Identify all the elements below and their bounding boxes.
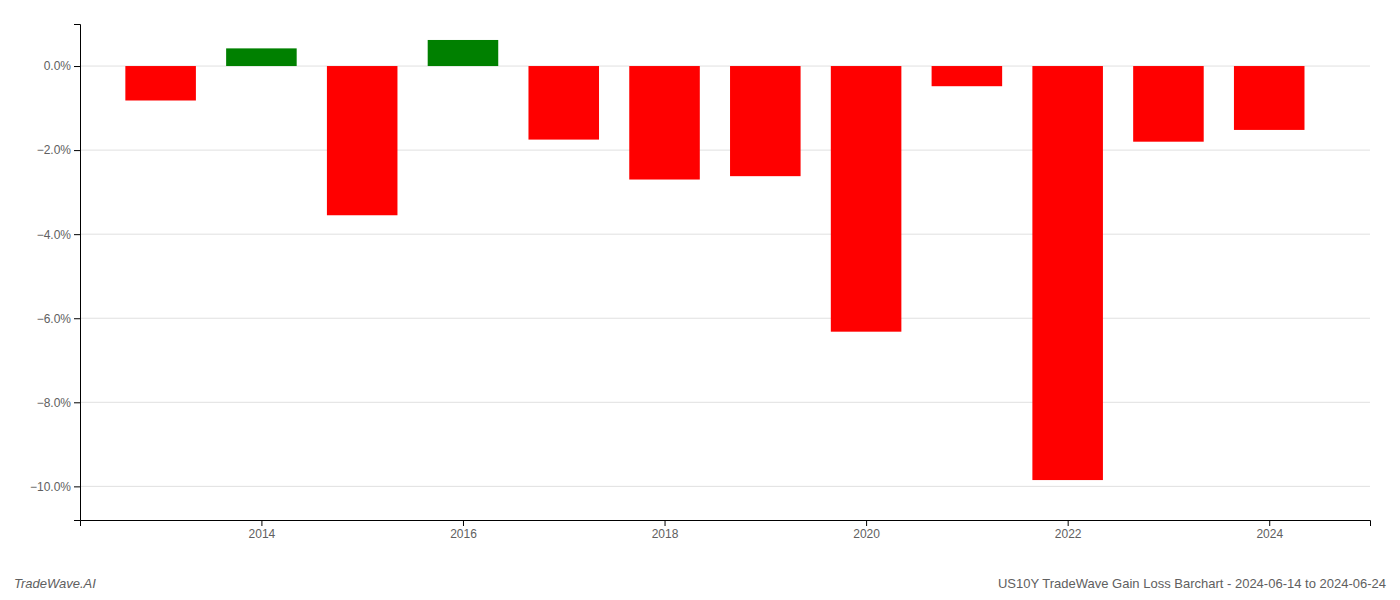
x-tick-mark [1269,520,1270,526]
x-axis: 2014 2016 2018 2020 2022 2024 [81,520,1371,541]
y-tick-label: −4.0% [37,228,72,242]
y-tick: −8.0% [37,396,80,410]
bar [1234,66,1305,130]
y-tick-label: −10.0% [30,480,71,494]
y-tick-mark [74,234,80,235]
x-tick-mark [665,520,666,526]
y-tick: −6.0% [37,312,80,326]
grid-line [80,486,1370,487]
bars [125,40,1304,480]
x-tick-label: 2014 [249,527,276,541]
y-tick-mark [74,486,80,487]
bar [1133,66,1204,142]
bar [932,66,1003,86]
bar [428,40,499,66]
y-axis: 0.0% −2.0% −4.0% −6.0% −8.0% −10.0% [30,25,81,521]
x-tick-mark [1068,520,1069,526]
x-tick: 2016 [450,520,477,541]
x-tick-label: 2016 [450,527,477,541]
x-axis-line [81,521,1371,527]
x-tick-mark [261,520,262,526]
bar [528,66,599,140]
y-tick: −10.0% [30,480,80,494]
grid-line [80,150,1370,151]
x-tick-label: 2020 [853,527,880,541]
y-axis-line [74,25,81,521]
bar [831,66,902,332]
x-tick: 2024 [1256,520,1283,541]
y-tick-mark [74,66,80,67]
y-tick-mark [74,402,80,403]
bar [1032,66,1103,480]
x-tick: 2018 [652,520,679,541]
y-tick: −4.0% [37,228,80,242]
bar [629,66,700,179]
grid-line [80,318,1370,319]
bar [125,66,196,100]
y-tick: −2.0% [37,143,80,157]
y-tick-mark [74,318,80,319]
grid-line [80,402,1370,403]
y-tick: 0.0% [44,59,80,73]
y-tick-label: −2.0% [37,143,72,157]
bar [226,48,297,66]
x-tick-mark [463,520,464,526]
footer-text: TradeWave.AI [14,576,96,591]
y-tick-label: −8.0% [37,396,72,410]
x-tick-label: 2022 [1055,527,1082,541]
y-tick-label: 0.0% [44,59,72,73]
grid [80,66,1370,486]
x-tick-label: 2024 [1256,527,1283,541]
bar [327,66,398,215]
x-tick: 2020 [853,520,880,541]
grid-line [80,234,1370,235]
x-tick: 2022 [1055,520,1082,541]
chart: 2014 2016 2018 2020 2022 2024 0.0% −2.0% −4.0% −6… [0,0,1400,600]
x-tick-mark [866,520,867,526]
x-tick-label: 2018 [652,527,679,541]
x-tick: 2014 [249,520,276,541]
bar [730,66,801,176]
plot: 2014 2016 2018 2020 2022 2024 0.0% −2.0% −4.0% −6… [30,25,1371,541]
y-tick-label: −6.0% [37,312,72,326]
footer-text: US10Y TradeWave Gain Loss Barchart - 202… [998,576,1386,591]
y-tick-mark [74,150,80,151]
